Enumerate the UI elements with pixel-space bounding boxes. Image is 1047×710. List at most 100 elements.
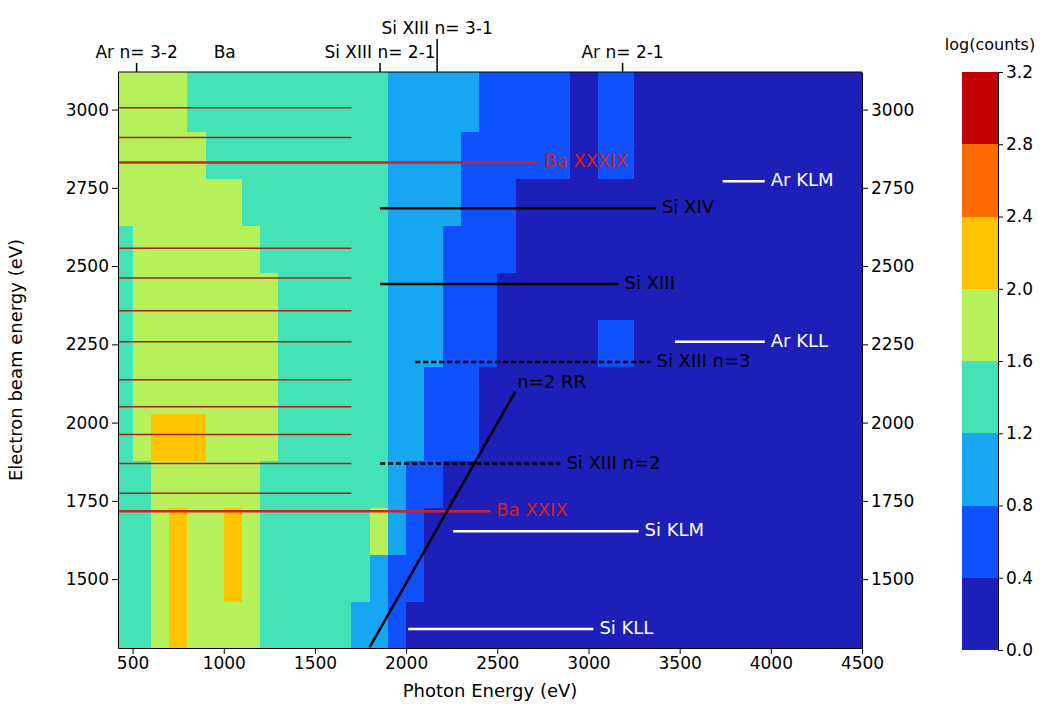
top-label-marker [622,63,624,72]
tick-mark [862,423,868,424]
heatmap-cell [443,72,462,132]
heatmap-cell [388,366,407,413]
heatmap-cell [260,460,279,507]
heatmap-cell [187,413,206,460]
heatmap-cell [260,131,279,178]
heatmap-cell [206,319,225,366]
heatmap-cell [206,272,225,319]
heatmap-cell [598,225,635,272]
tick: 4500 [841,648,884,673]
plot-frame [118,72,862,73]
heatmap-cell [278,319,297,366]
tick-label: 2000 [871,413,914,433]
reference-line [118,310,351,312]
heatmap-cell [388,178,407,225]
heatmap-cell [297,460,316,507]
heatmap-cell [260,413,279,460]
heatmap-cell [771,225,862,272]
heatmap-cell [516,554,571,601]
heatmap-cell [242,460,261,507]
tick-mark [862,501,868,502]
heatmap-cell [206,554,225,601]
annotation-label: Si XIV [662,196,715,217]
heatmap-cell [370,554,389,601]
heatmap-cell [388,131,407,178]
heatmap-cell [315,131,334,178]
tick: 0.0 [998,640,1033,660]
heatmap-cell [479,225,498,272]
heatmap-cell [771,507,862,554]
heatmap-cell [260,319,279,366]
tick: 2250 [66,334,118,354]
reference-line [118,341,351,343]
heatmap-cell [698,366,771,413]
heatmap-cell [242,413,261,460]
heatmap-cell [424,72,443,132]
heatmap-cell [151,507,170,554]
heatmap-cell [206,507,225,554]
reference-line [118,463,351,465]
heatmap-cell [242,131,261,178]
annotation-line [370,392,516,647]
heatmap-cell [333,319,352,366]
heatmap-cell [333,225,352,272]
heatmap-cell [406,366,425,413]
heatmap-cell [278,507,297,554]
tick-label: 0.4 [1006,568,1033,588]
heatmap-cell [133,72,152,132]
axis-line [862,73,863,649]
heatmap-cell [151,554,170,601]
heatmap-cell [461,178,480,225]
heatmap-cell [497,178,516,225]
tick-label: 4000 [750,653,793,673]
heatmap-cell [370,72,389,132]
heatmap-cell [133,554,152,601]
tick: 1.6 [998,351,1033,371]
heatmap-cell [118,272,133,319]
top-label: Ba [214,42,236,62]
heatmap-cell [187,178,206,225]
heatmap-cell [206,72,225,132]
heatmap-cell [771,601,862,648]
heatmap-cell [333,507,352,554]
colorbar-axis: 0.00.40.81.21.62.02.42.83.2 [998,62,1033,660]
heatmap-cell [242,72,261,132]
heatmap-cell [133,507,152,554]
heatmap-cell [370,178,389,225]
tick-mark [862,344,868,345]
heatmap-cell [370,460,389,507]
heatmap-cell [187,460,206,507]
tick: 2000 [862,413,914,433]
heatmap-cell [224,413,243,460]
heatmap-cell [388,554,407,601]
annotation-label: Ba XXXIX [544,150,628,171]
heatmap-cell [771,554,862,601]
heatmap-cell [698,131,771,178]
y-axis-right: 1500175020002250250027503000 [862,73,914,649]
heatmap-cell [424,413,443,460]
tick-mark [998,361,1003,362]
reference-line [118,493,351,495]
reference-line [118,107,351,109]
heatmap-cell [206,601,225,648]
heatmap-cell [771,413,862,460]
reference-line [118,434,351,436]
heatmap-cell [187,319,206,366]
heatmap-cell [151,178,170,225]
heatmap-cell [278,131,297,178]
heatmap-cell [461,413,480,460]
annotation-line [723,180,765,183]
x-axis: 50010001500200025003000350040004500 [117,648,884,673]
heatmap-cell [260,178,279,225]
heatmap-cell [479,131,498,178]
heatmap-cell [598,319,635,366]
top-label: Si XIII n= 3-1 [382,18,493,38]
reference-line [118,379,351,381]
tick: 4000 [750,648,793,673]
heatmap-cell [598,72,635,132]
heatmap-cell [224,601,243,648]
heatmap-cell [333,131,352,178]
heatmap-cell [406,225,425,272]
heatmap-cell [698,413,771,460]
heatmap-cell [570,319,598,366]
